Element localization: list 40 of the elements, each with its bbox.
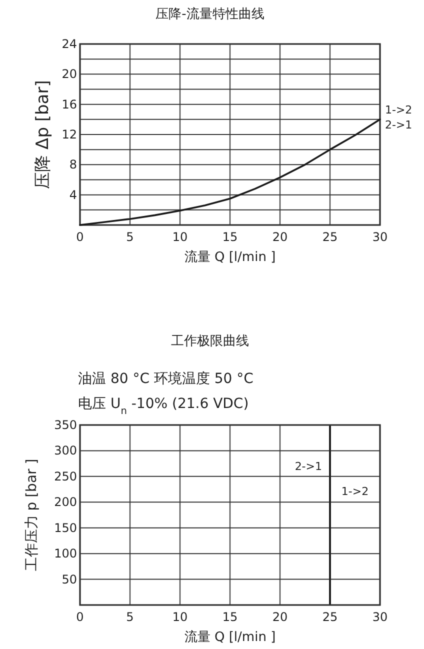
x-tick-label: 15 <box>222 610 238 624</box>
y-tick-label: 20 <box>62 67 77 82</box>
y-tick-label: 300 <box>54 444 77 458</box>
text: 电压 U$_{n}$ -10% (21.6 VDC) <box>78 396 249 416</box>
x-tick-label: 0 <box>76 230 84 244</box>
y-tick-label: 100 <box>54 546 77 561</box>
chart-subtitle: 油温 80 °C 环境温度 50 °C <box>78 371 254 387</box>
x-tick-label: 20 <box>272 610 288 624</box>
x-tick-label: 10 <box>172 610 188 624</box>
x-axis-title: 流量 Q [l/min ] <box>184 249 276 265</box>
chart-title: 压降-流量特性曲线 <box>156 6 264 22</box>
chart-title: 工作极限曲线 <box>171 334 249 349</box>
x-tick-label: 25 <box>322 610 338 624</box>
x-tick-label: 30 <box>372 610 388 624</box>
y-tick-label: 16 <box>62 97 77 112</box>
y-axis-title: 工作压力 p [bar ] <box>24 458 40 572</box>
annotation: 2->1 <box>294 460 322 473</box>
y-tick-label: 150 <box>54 520 77 535</box>
y-tick-label: 250 <box>54 469 77 484</box>
y-tick-label: 8 <box>69 158 77 172</box>
y-tick-label: 50 <box>62 572 77 586</box>
y-tick-label: 12 <box>62 128 77 142</box>
text: 2->1 <box>385 118 412 132</box>
y-tick-label: 4 <box>69 188 77 202</box>
x-tick-label: 0 <box>76 610 84 624</box>
x-tick-label: 30 <box>372 230 388 244</box>
text: 1->2 <box>385 103 412 116</box>
x-tick-label: 20 <box>272 230 288 244</box>
line-series <box>79 118 381 226</box>
annotation: 1->2 <box>341 485 369 498</box>
x-tick-label: 15 <box>222 230 238 244</box>
y-axis-title: 压降 Δp [bar] <box>33 80 53 189</box>
x-tick-label: 10 <box>172 230 188 244</box>
x-axis-title: 流量 Q [l/min ] <box>184 629 276 645</box>
y-tick-label: 200 <box>54 495 77 510</box>
y-tick-label: 24 <box>62 37 77 51</box>
x-tick-label: 25 <box>322 230 338 244</box>
y-tick-label: 350 <box>54 418 77 432</box>
x-tick-label: 5 <box>126 610 134 624</box>
x-tick-label: 5 <box>126 230 134 244</box>
